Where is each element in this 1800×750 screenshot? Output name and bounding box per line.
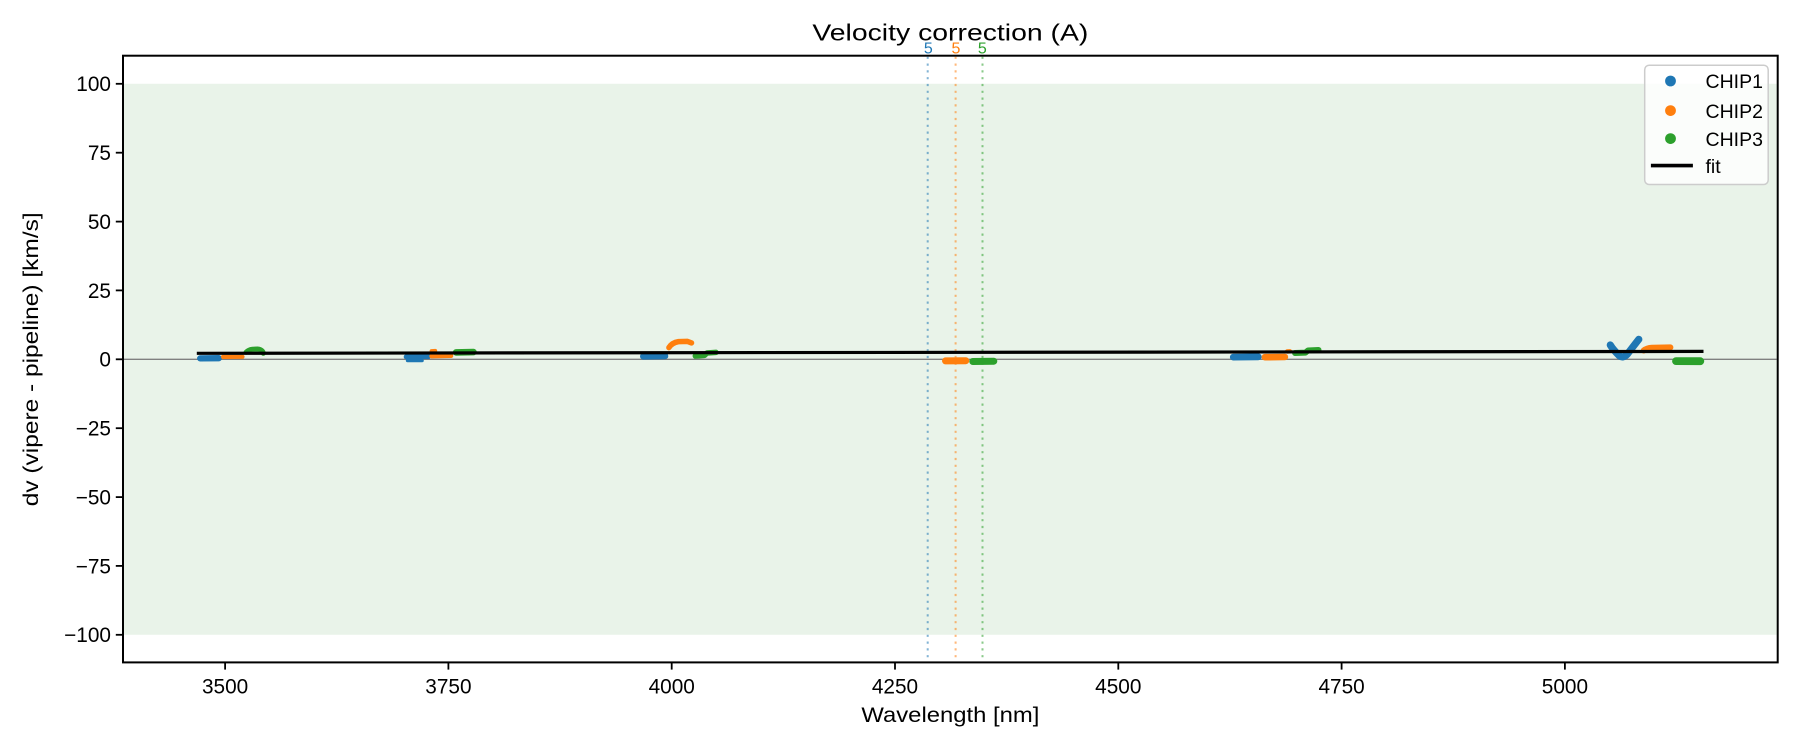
svg-text:3750: 3750 <box>425 675 471 698</box>
svg-text:−25: −25 <box>76 418 111 441</box>
svg-text:−100: −100 <box>64 624 111 647</box>
svg-text:fit: fit <box>1706 156 1722 178</box>
svg-text:5000: 5000 <box>1542 675 1588 698</box>
svg-text:5: 5 <box>952 41 961 58</box>
svg-text:−50: −50 <box>76 487 111 510</box>
svg-text:−75: −75 <box>76 555 111 578</box>
svg-text:75: 75 <box>88 142 111 165</box>
svg-text:Wavelength [nm]: Wavelength [nm] <box>861 704 1039 727</box>
svg-text:dv (vipere - pipeline) [km/s]: dv (vipere - pipeline) [km/s] <box>20 212 43 506</box>
svg-text:Velocity correction (A): Velocity correction (A) <box>812 19 1088 45</box>
svg-text:4750: 4750 <box>1318 675 1364 698</box>
svg-text:5: 5 <box>978 41 987 58</box>
svg-text:CHIP1: CHIP1 <box>1706 71 1763 93</box>
svg-text:5: 5 <box>924 41 933 58</box>
svg-text:3500: 3500 <box>202 675 248 698</box>
svg-text:4000: 4000 <box>649 675 695 698</box>
svg-text:0: 0 <box>99 349 111 372</box>
svg-text:100: 100 <box>76 73 111 96</box>
svg-text:25: 25 <box>88 280 111 303</box>
svg-text:CHIP3: CHIP3 <box>1706 129 1763 151</box>
svg-text:50: 50 <box>88 211 111 234</box>
svg-text:4500: 4500 <box>1095 675 1141 698</box>
svg-text:CHIP2: CHIP2 <box>1706 101 1763 123</box>
svg-text:4250: 4250 <box>872 675 918 698</box>
